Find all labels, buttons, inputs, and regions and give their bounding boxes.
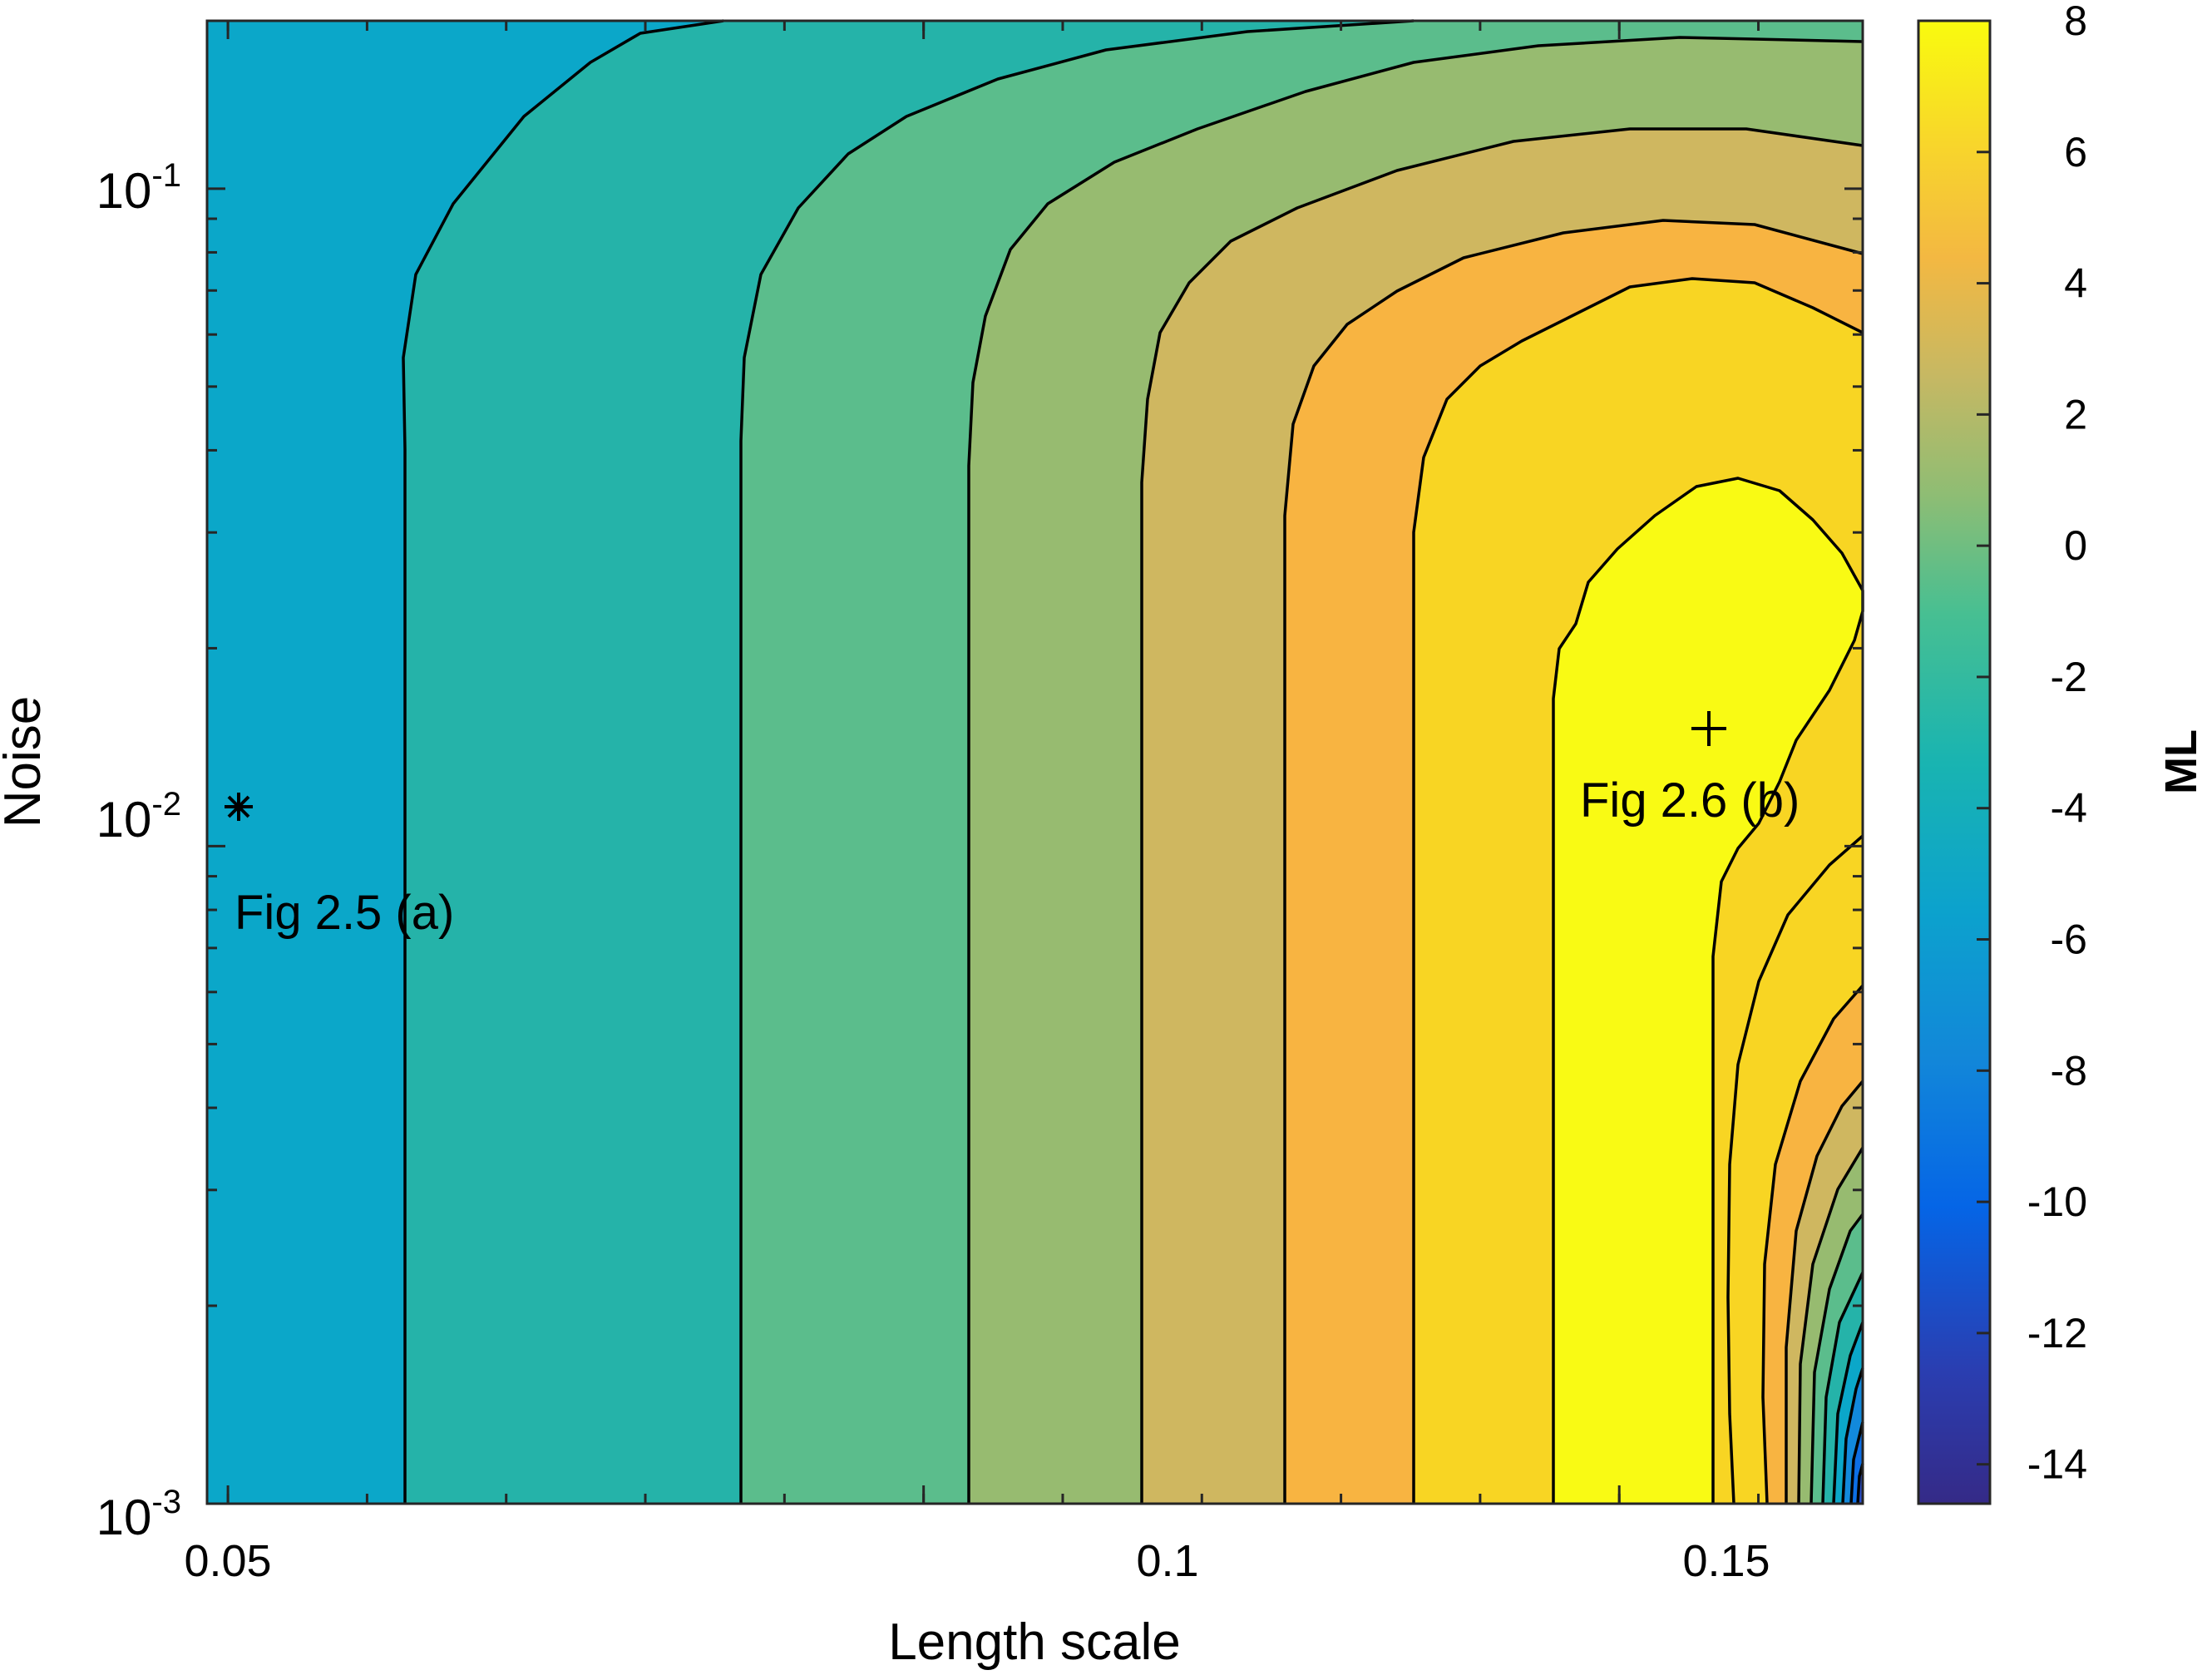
contour-line bbox=[402, 19, 724, 1504]
colorbar-tick-label: 0 bbox=[2064, 522, 2087, 569]
contour-line bbox=[1726, 834, 1864, 1505]
contour-band bbox=[1553, 478, 1863, 1504]
contour-line bbox=[1785, 1080, 1864, 1504]
y-tick-labels: 10-3 10-2 10-1 bbox=[96, 157, 181, 1545]
colorbar-tick-label: -10 bbox=[2027, 1178, 2087, 1225]
plus-marker bbox=[1691, 711, 1726, 746]
colorbar-tick-label: 8 bbox=[2064, 0, 2087, 44]
contour-line bbox=[1140, 127, 1864, 1504]
y-tick-label: 10-1 bbox=[96, 157, 181, 219]
colorbar-tick-label: -12 bbox=[2027, 1310, 2087, 1356]
y-tick-label: 10-2 bbox=[96, 786, 181, 847]
contour-line bbox=[1821, 1272, 1864, 1505]
axes-frame bbox=[205, 19, 1864, 1505]
colorbar-tick-label: -8 bbox=[2051, 1047, 2087, 1094]
colorbar-tick-label: 2 bbox=[2064, 391, 2087, 437]
y-axis-label: Noise bbox=[0, 696, 52, 828]
contour-line bbox=[1849, 1421, 1864, 1505]
x-tick-label: 0.05 bbox=[184, 1536, 271, 1586]
contour-line bbox=[739, 19, 1415, 1504]
x-tick-label: 0.1 bbox=[1136, 1536, 1198, 1586]
x-tick-label: 0.15 bbox=[1682, 1536, 1770, 1586]
x-axis-label: Length scale bbox=[888, 1613, 1181, 1671]
contour-plot bbox=[207, 19, 1864, 1505]
contour-line bbox=[1552, 477, 1864, 1504]
x-tick-labels: 0.05 0.1 0.15 bbox=[184, 1536, 1770, 1586]
contour-line bbox=[967, 36, 1864, 1504]
colorbar-label: ML bbox=[2156, 729, 2202, 794]
contour-line bbox=[1412, 277, 1864, 1504]
contour-line bbox=[1797, 1147, 1864, 1505]
colorbar-tick-label: 6 bbox=[2064, 129, 2087, 175]
y-tick-label: 10-3 bbox=[96, 1484, 181, 1545]
annotations: Fig 2.5 (a) Fig 2.6 (b) bbox=[225, 711, 1800, 940]
contour-line bbox=[1283, 219, 1864, 1504]
annotation-fig-2-6b: Fig 2.6 (b) bbox=[1580, 773, 1800, 828]
colorbar-tick-label: -2 bbox=[2051, 654, 2087, 700]
colorbar-tick-label: -6 bbox=[2051, 917, 2087, 963]
contour-line bbox=[1841, 1367, 1864, 1505]
contour-line bbox=[1761, 984, 1864, 1505]
colorbar-tick-label: 4 bbox=[2064, 260, 2087, 307]
colorbar-gradient bbox=[1917, 19, 1992, 1505]
colorbar: 8 6 4 2 0 -2 -4 -6 -8 -10 -12 -14 ML bbox=[1917, 0, 2202, 1505]
annotation-fig-2-5a: Fig 2.5 (a) bbox=[235, 886, 454, 940]
contour-line bbox=[1809, 1213, 1864, 1505]
asterisk-marker bbox=[225, 793, 253, 821]
colorbar-tick-label: -4 bbox=[2051, 785, 2087, 832]
contour-line bbox=[1832, 1322, 1864, 1505]
colorbar-tick-label: -14 bbox=[2027, 1441, 2087, 1488]
